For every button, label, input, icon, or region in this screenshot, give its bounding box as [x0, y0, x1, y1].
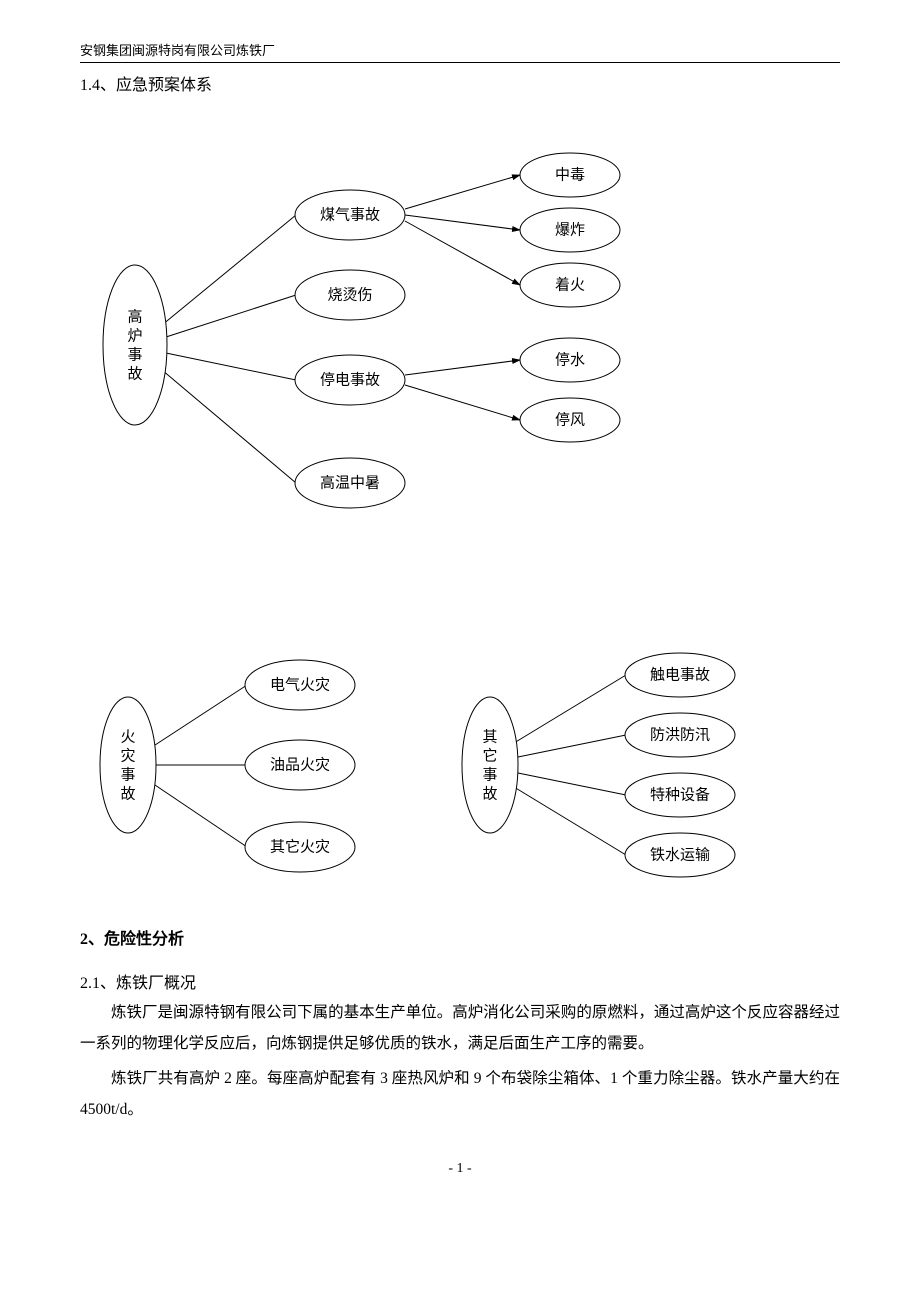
d2-left-label-2: 其它火灾	[270, 837, 330, 855]
d1-lvl1-label-0: 煤气事故	[320, 206, 380, 223]
paragraph-2: 炼铁厂共有高炉 2 座。每座高炉配套有 3 座热风炉和 9 个布袋除尘箱体、1 …	[80, 1063, 840, 1125]
d1-lvl1-label-1: 烧烫伤	[327, 286, 372, 303]
section-2-title: 2、危险性分析	[80, 925, 840, 949]
d1-edge-gas-0	[405, 175, 520, 209]
d2-right-edge-2	[518, 773, 626, 795]
d2-right-label-0: 触电事故	[650, 666, 710, 683]
d2-right-label-3: 铁水运输	[650, 846, 710, 863]
d2-right-label-2: 特种设备	[650, 786, 710, 803]
d1-edge-power-1	[405, 385, 520, 420]
d2-left-root-label-char-0: 火	[120, 730, 135, 746]
d2-right-root-label-char-1: 它	[482, 747, 497, 765]
d2-left-label-0: 电气火灾	[270, 676, 330, 693]
d1-root-label-char-0: 高	[127, 309, 142, 326]
d1-edge-power-0	[405, 360, 520, 375]
d2-right-root-label-char-0: 其	[482, 729, 497, 746]
d1-edge-root-3	[162, 370, 296, 483]
d2-right-root-node	[462, 697, 518, 833]
section-2-1-title: 2.1、炼铁厂概况	[80, 969, 840, 993]
d2-right-root-label-char-3: 故	[482, 786, 497, 803]
d2-left-edge-0	[152, 685, 247, 747]
d1-edge-gas-1	[405, 215, 520, 230]
d2-right-label-1: 防洪防汛	[650, 726, 710, 743]
d2-left-root-label-char-3: 故	[120, 786, 135, 803]
d2-left-root-label-char-1: 灾	[120, 748, 135, 765]
diagram-2-svg: 火灾事故电气火灾油品火灾其它火灾其它事故触电事故防洪防汛特种设备铁水运输	[80, 625, 840, 885]
d1-gas-label-0: 中毒	[555, 166, 585, 183]
diagram-1-svg: 高炉事故 煤气事故烧烫伤停电事故高温中暑 中毒爆炸着火停水停风	[80, 115, 780, 535]
d1-gas-label-1: 爆炸	[555, 221, 585, 238]
d2-right-root-label-char-2: 事	[482, 767, 497, 784]
d1-root-label-char-2: 事	[127, 347, 142, 364]
d2-left-edge-2	[152, 783, 247, 847]
d1-edge-root-0	[162, 215, 296, 325]
d1-gas-label-2: 着火	[555, 276, 585, 293]
page-number-footer: - 1 -	[80, 1161, 840, 1177]
d2-left-root-node	[100, 697, 156, 833]
d1-lvl1-label-3: 高温中暑	[320, 474, 380, 491]
paragraph-1: 炼铁厂是闽源特钢有限公司下属的基本生产单位。高炉消化公司采购的原燃料，通过高炉这…	[80, 997, 840, 1059]
diagram-2-fire-other-accidents: 火灾事故电气火灾油品火灾其它火灾其它事故触电事故防洪防汛特种设备铁水运输	[80, 625, 840, 885]
d1-root-label-char-3: 故	[127, 366, 142, 383]
d1-edge-gas-2	[405, 221, 520, 285]
d1-lvl1-label-2: 停电事故	[320, 371, 380, 388]
d2-right-edge-0	[514, 675, 626, 743]
d1-edge-root-2	[166, 353, 296, 380]
d1-power-label-0: 停水	[555, 351, 585, 368]
d1-edge-root-1	[166, 295, 296, 337]
d1-root-node	[103, 265, 167, 425]
section-1-4-title: 1.4、应急预案体系	[80, 71, 840, 95]
d2-right-edge-1	[518, 735, 626, 757]
diagram-1-furnace-accidents: 高炉事故 煤气事故烧烫伤停电事故高温中暑 中毒爆炸着火停水停风	[80, 115, 840, 535]
d2-left-root-label-char-2: 事	[120, 767, 135, 784]
d2-left-label-1: 油品火灾	[270, 756, 330, 773]
d1-power-label-1: 停风	[555, 411, 585, 428]
page-header-company: 安钢集团闽源特岗有限公司炼铁厂	[80, 40, 840, 63]
d2-right-edge-3	[514, 787, 626, 855]
d1-root-label-char-1: 炉	[127, 328, 142, 345]
